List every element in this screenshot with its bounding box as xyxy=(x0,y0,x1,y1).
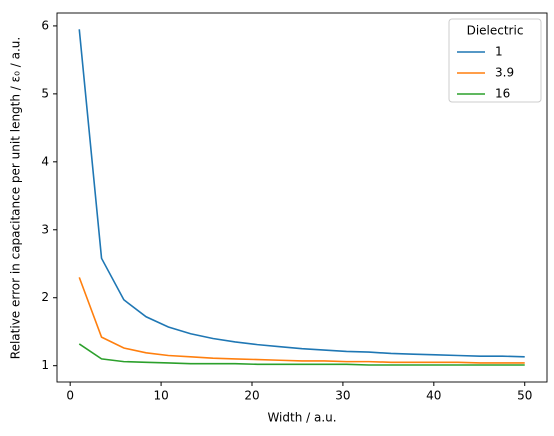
plot-frame xyxy=(56,12,548,383)
x-tick-label: 20 xyxy=(244,389,259,403)
x-tick-label: 30 xyxy=(335,389,350,403)
x-axis-label: Width / a.u. xyxy=(267,411,336,425)
legend-label: 3.9 xyxy=(495,66,514,80)
line-series xyxy=(78,29,525,358)
legend-box xyxy=(448,18,542,103)
y-tick-label: 5 xyxy=(41,86,49,100)
y-tick-label: 2 xyxy=(41,290,49,304)
legend-label: 16 xyxy=(495,87,510,101)
y-tick-label: 4 xyxy=(41,154,49,168)
y-tick-label: 6 xyxy=(41,18,49,32)
y-tick-label: 3 xyxy=(41,222,49,236)
legend-title: Dielectric xyxy=(467,24,524,38)
x-tick-label: 0 xyxy=(66,389,74,403)
legend-label: 1 xyxy=(495,45,503,59)
line-series xyxy=(78,343,525,366)
x-tick-label: 40 xyxy=(426,389,441,403)
x-tick-label: 50 xyxy=(517,389,532,403)
line-series xyxy=(78,277,525,364)
x-tick-label: 10 xyxy=(153,389,168,403)
y-tick-label: 1 xyxy=(41,358,49,372)
y-axis-label: Relative error in capacitance per unit l… xyxy=(9,37,23,359)
